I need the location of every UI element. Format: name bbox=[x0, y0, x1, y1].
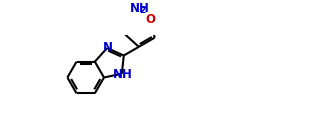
Text: 2: 2 bbox=[140, 6, 146, 15]
Text: NH: NH bbox=[113, 68, 133, 81]
Text: NH: NH bbox=[130, 2, 150, 15]
Text: O: O bbox=[146, 13, 156, 26]
Text: N: N bbox=[102, 41, 113, 54]
